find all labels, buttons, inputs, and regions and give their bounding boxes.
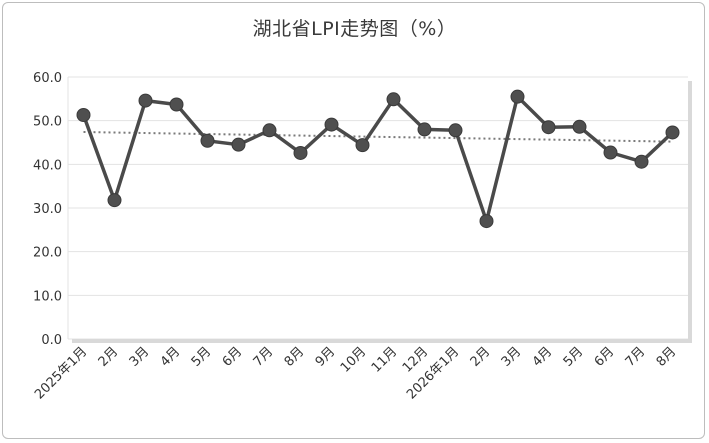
plot-shadow-bottom [72,339,692,343]
data-point [138,93,153,108]
x-tick-label: 8月 [654,344,680,370]
series-markers [76,89,680,229]
chart-frame [2,2,705,439]
data-point [169,97,184,112]
x-tick-label: 4月 [530,344,556,370]
y-tick-label: 20.0 [33,246,62,261]
y-tick-label: 40.0 [33,158,62,173]
data-point [355,138,370,153]
x-tick-label: 11月 [369,344,400,375]
chart-title: 湖北省LPI走势图（%） [252,18,457,40]
data-point [200,133,215,148]
y-axis-ticks: 0.0 10.0 20.0 30.0 40.0 50.0 60.0 [33,71,62,348]
x-tick-label: 5月 [561,344,587,370]
data-point [541,120,556,135]
trendline [83,131,673,143]
data-point [386,92,401,107]
data-point [324,117,339,132]
x-tick-label: 7月 [623,344,649,370]
trendline-path [83,131,673,143]
x-tick-label: 3月 [499,344,525,370]
data-point [417,122,432,137]
data-point [479,214,494,229]
x-tick-label: 4月 [158,344,184,370]
x-tick-label: 2月 [96,344,122,370]
x-tick-label: 10月 [338,344,369,375]
data-point [262,123,277,138]
y-tick-label: 50.0 [33,115,62,130]
gridlines [67,76,688,340]
data-point [448,123,463,138]
x-tick-label: 2月 [468,344,494,370]
plot-area-shadow [72,81,692,343]
y-tick-label: 60.0 [33,71,62,86]
x-tick-label: 5月 [189,344,215,370]
series-polyline [81,94,674,223]
y-tick-label: 30.0 [33,202,62,217]
x-tick-label: 6月 [592,344,618,370]
data-point [231,137,246,152]
x-tick-label: 2025年1月 [32,344,90,402]
plot-shadow-right [688,81,692,343]
x-tick-label: 3月 [127,344,153,370]
data-point [510,89,525,104]
data-point [293,145,308,160]
y-tick-label: 0.0 [41,333,62,348]
data-point [107,193,122,208]
x-tick-label: 9月 [313,344,339,370]
x-tick-label: 8月 [282,344,308,370]
data-point [603,145,618,160]
data-point [634,154,649,169]
y-tick-label: 10.0 [33,289,62,304]
x-tick-label: 7月 [251,344,277,370]
data-point [665,125,680,140]
data-point [76,107,91,122]
data-point [572,119,587,134]
x-tick-label: 6月 [220,344,246,370]
series-line [81,94,674,223]
